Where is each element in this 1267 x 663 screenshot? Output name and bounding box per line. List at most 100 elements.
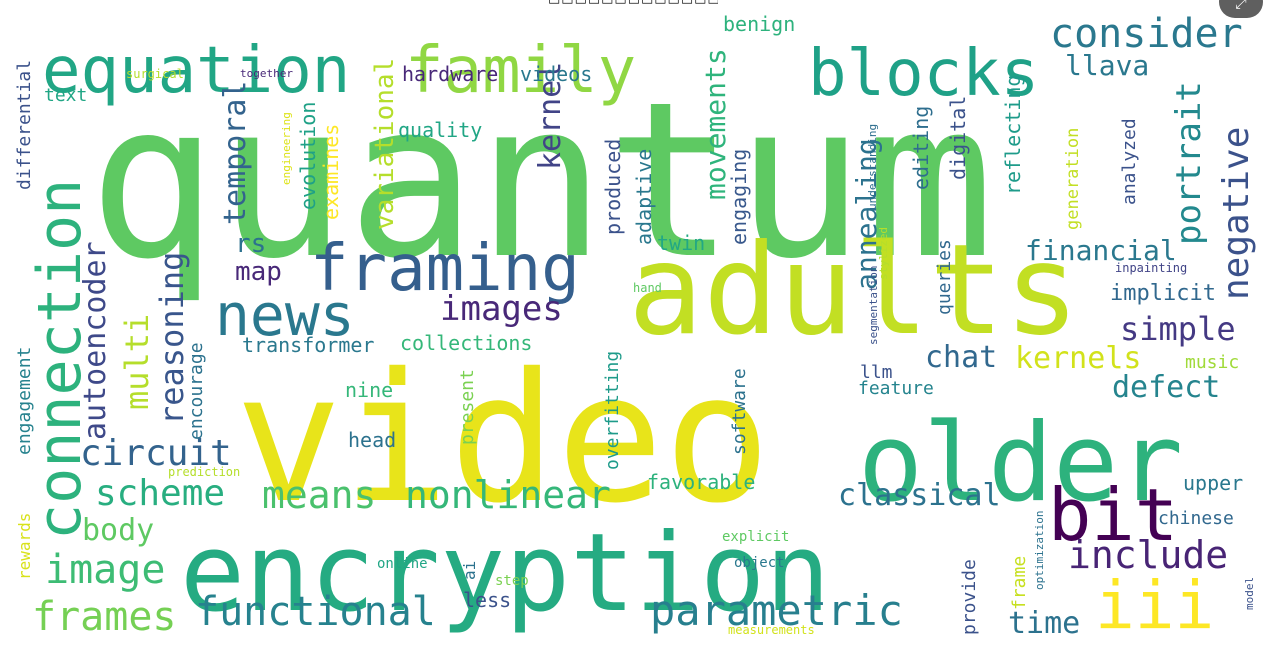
word-llava: llava	[1065, 49, 1149, 82]
window-caption: □□□□□□□□□□□□□□□□□	[548, 0, 718, 5]
word-kernel: kernel	[533, 62, 568, 170]
word-connection: connection	[25, 179, 95, 540]
word-rs: rs	[235, 229, 266, 259]
word-analyzed: analyzed	[1119, 118, 1140, 205]
word-ai: ai	[460, 561, 479, 580]
word-online: online	[377, 556, 428, 572]
word-map: map	[235, 257, 282, 287]
word-benign: benign	[723, 12, 795, 36]
word-engaging: engaging	[727, 149, 751, 245]
word-frame: frame	[1009, 556, 1030, 610]
word-step: step	[495, 573, 529, 589]
word-hardware: hardware	[402, 62, 498, 86]
word-differential: differential	[14, 60, 35, 190]
expand-icon[interactable]: ⤢	[1219, 0, 1263, 18]
word-encryption: encryption	[180, 511, 830, 636]
word-music: music	[1185, 352, 1239, 373]
word-head: head	[348, 428, 396, 452]
word-measurements: measurements	[728, 623, 815, 637]
word-transformer: transformer	[242, 333, 374, 357]
word-framing: framing	[310, 232, 580, 306]
word-portrait: portrait	[1169, 81, 1209, 245]
word-twin: twin	[657, 231, 705, 255]
word-stylized: stylized	[877, 227, 890, 280]
word-digital: digital	[946, 96, 970, 180]
word-adults: adults	[628, 218, 1080, 363]
word-chinese: chinese	[1158, 508, 1234, 529]
word-simple: simple	[1120, 310, 1236, 348]
word-upper: upper	[1183, 471, 1243, 495]
word-frames: frames	[32, 594, 177, 640]
word-segmentation: segmentation	[867, 266, 880, 345]
word-reasoning: reasoning	[153, 252, 191, 425]
word-encourage: encourage	[186, 342, 207, 440]
word-circuit: circuit	[80, 433, 232, 474]
word-classical: classical	[838, 478, 1001, 513]
word-include: include	[1068, 533, 1228, 577]
word-produced: produced	[601, 139, 625, 235]
word-understanding: understanding	[866, 124, 879, 210]
word-bit: bit	[1048, 473, 1178, 557]
word-reflecting: reflecting	[1001, 75, 1025, 195]
word-annealing: annealing	[850, 138, 883, 290]
word-overfitting: overfitting	[602, 351, 623, 470]
word-consider: consider	[1050, 11, 1243, 57]
word-temporal: temporal	[218, 81, 253, 226]
word-object: object	[734, 555, 785, 571]
word-collections: collections	[400, 331, 532, 355]
word-videos: videos	[520, 62, 592, 86]
word-nine: nine	[345, 378, 393, 402]
word-financial: financial	[1025, 234, 1177, 267]
word-rewards: rewards	[15, 513, 34, 580]
word-means: means	[262, 473, 376, 517]
word-multi: multi	[118, 314, 156, 410]
word-queries: queries	[934, 239, 955, 315]
word-negative: negative	[1216, 127, 1257, 300]
word-present: present	[457, 369, 478, 445]
word-prediction: prediction	[168, 465, 240, 479]
word-inpainting: inpainting	[1115, 261, 1187, 275]
word-model: model	[1243, 577, 1256, 610]
word-editing: editing	[909, 106, 933, 190]
word-quantum: quantum	[88, 55, 994, 306]
word-adaptive: adaptive	[632, 149, 656, 245]
word-evolution: evolution	[296, 102, 320, 210]
word-kernels: kernels	[1015, 341, 1141, 376]
word-functional: functional	[195, 589, 436, 635]
word-feature: feature	[858, 378, 934, 399]
word-provide: provide	[959, 559, 980, 635]
word-news: news	[215, 281, 355, 349]
word-engineering: engineering	[280, 112, 293, 185]
word-llm: llm	[860, 362, 893, 383]
word-less: less	[463, 588, 511, 612]
word-blocks: blocks	[808, 37, 1039, 111]
word-implicit: implicit	[1110, 281, 1216, 306]
word-favorable: favorable	[647, 470, 755, 494]
word-surgical: surgical	[126, 67, 184, 81]
word-text: text	[44, 85, 87, 106]
word-hand: hand	[633, 281, 662, 295]
word-body: body	[82, 513, 154, 548]
word-movements: movements	[699, 48, 732, 200]
word-scheme: scheme	[95, 473, 225, 514]
word-variational: variational	[370, 58, 400, 230]
word-examines: examines	[319, 124, 343, 220]
word-equation: equation	[42, 34, 350, 108]
word-image: image	[45, 547, 165, 593]
word-older: older	[858, 401, 1183, 526]
word-chat: chat	[925, 340, 997, 375]
word-explicit: explicit	[722, 529, 789, 545]
word-autoencoder: autoencoder	[78, 241, 113, 440]
word-defect: defect	[1112, 370, 1220, 405]
word-software: software	[729, 368, 750, 455]
word-optimization: optimization	[1033, 511, 1046, 590]
word-images: images	[440, 289, 563, 329]
word-time: time	[1008, 606, 1080, 641]
word-quality: quality	[398, 118, 482, 142]
word-iii: iii	[1095, 567, 1214, 644]
word-generation: generation	[1063, 128, 1083, 230]
word-parametric: parametric	[650, 586, 903, 635]
word-engagement: engagement	[14, 347, 35, 455]
word-together: together	[240, 67, 293, 80]
